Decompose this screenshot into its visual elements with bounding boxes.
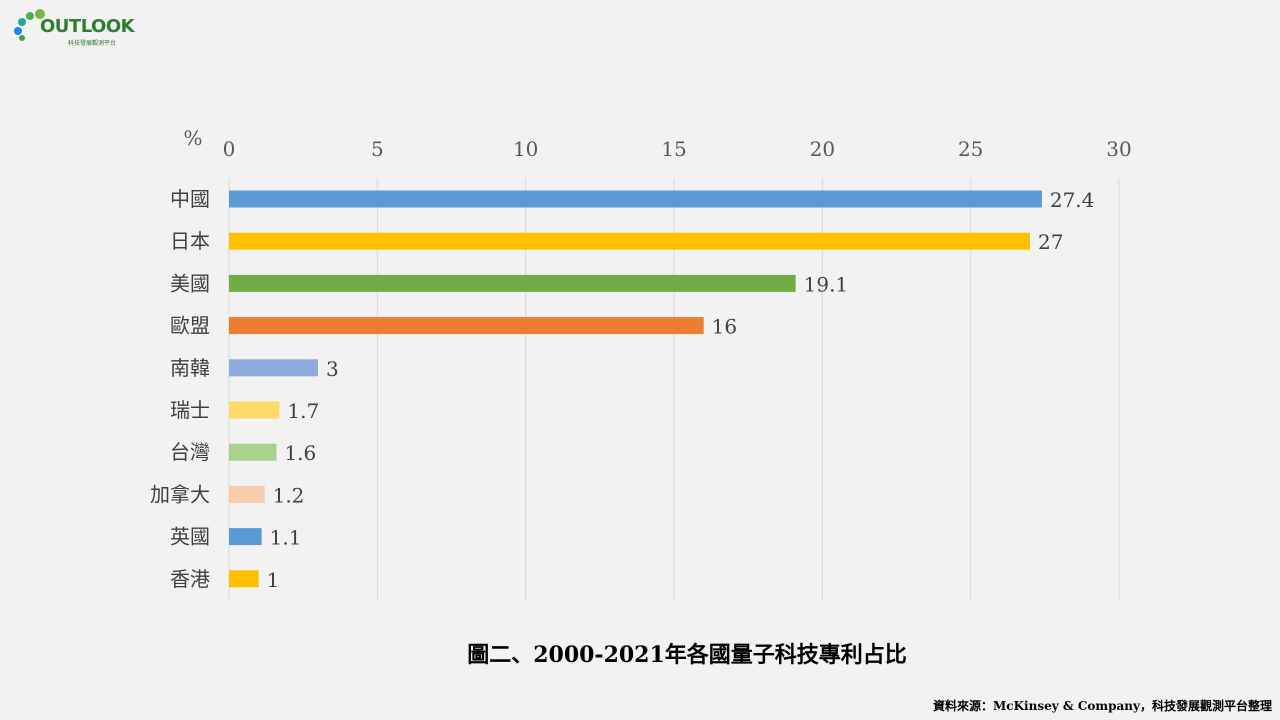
value-label: 19.1 [804, 272, 849, 296]
value-label: 1.1 [270, 526, 302, 550]
bar [229, 443, 277, 461]
category-label: 中國 [170, 187, 210, 211]
value-label: 1.6 [284, 441, 316, 465]
value-label: 3 [326, 357, 339, 381]
x-tick-label: 15 [661, 137, 686, 161]
value-label: 27.4 [1050, 188, 1095, 212]
source-note: 資料來源：McKinsey & Company，科技發展觀測平台整理 [933, 699, 1272, 713]
value-label: 16 [712, 315, 737, 339]
value-labels: 27.4 27 19.1 16 3 1.7 1.6 1.2 1.1 1 [267, 188, 1095, 592]
bar [229, 190, 1042, 208]
outlook-logo: OUTLOOK 科技發展觀測平台 [10, 6, 135, 47]
category-label: 日本 [170, 229, 210, 253]
bars [229, 190, 1042, 588]
value-label: 1 [267, 568, 280, 592]
category-label: 歐盟 [170, 314, 210, 338]
bar [229, 570, 259, 588]
x-tick-label: 20 [810, 137, 835, 161]
value-label: 1.7 [287, 399, 319, 423]
unit-label: % [183, 126, 202, 150]
category-label: 香港 [170, 567, 210, 591]
category-label: 南韓 [170, 356, 210, 380]
value-label: 27 [1038, 230, 1063, 254]
x-tick-label: 30 [1106, 137, 1131, 161]
x-tick-labels: 0 5 10 15 20 25 30 [223, 137, 1132, 161]
chart-caption: 圖二、2000-2021年各國量子科技專利占比 [467, 642, 907, 668]
bar [229, 401, 280, 419]
x-tick-label: 0 [223, 137, 236, 161]
x-tick-label: 5 [371, 137, 384, 161]
bar [229, 232, 1030, 250]
bar [229, 485, 265, 503]
logo-dots-icon [14, 9, 45, 41]
value-label: 1.2 [273, 483, 305, 507]
category-label: 英國 [170, 525, 210, 549]
category-label: 加拿大 [150, 482, 210, 506]
bar [229, 274, 796, 292]
logo-subtitle: 科技發展觀測平台 [68, 40, 117, 47]
category-label: 瑞士 [170, 398, 210, 422]
bar [229, 359, 318, 377]
x-tick-label: 10 [513, 137, 538, 161]
bar [229, 528, 262, 546]
category-label: 台灣 [170, 440, 210, 464]
logo-text: OUTLOOK [40, 16, 135, 37]
x-tick-label: 25 [958, 137, 983, 161]
category-label: 美國 [170, 271, 210, 295]
bar [229, 317, 704, 335]
